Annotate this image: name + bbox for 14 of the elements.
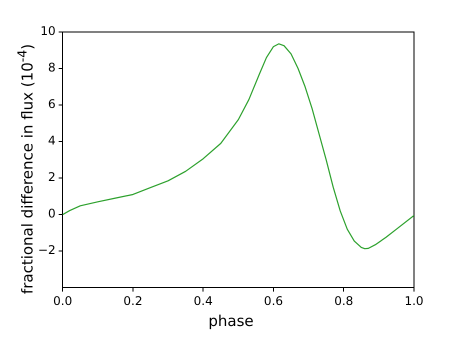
x-tick-label: 0.0 bbox=[53, 294, 72, 308]
x-tick-label: 0.4 bbox=[194, 294, 213, 308]
y-tick-label: 2 bbox=[48, 170, 56, 184]
y-tick-label: 8 bbox=[48, 60, 56, 75]
x-tick-label: 0.6 bbox=[264, 294, 284, 308]
x-tick-label: 1.0 bbox=[404, 294, 424, 308]
x-axis-title: phase bbox=[207, 312, 255, 330]
y-tick-label: −2 bbox=[38, 243, 56, 258]
y-tick-label: 10 bbox=[40, 24, 56, 38]
y-tick-label: 6 bbox=[48, 97, 56, 112]
x-tick-label: 0.2 bbox=[123, 294, 142, 308]
y-tick-label: 4 bbox=[48, 134, 56, 148]
x-tick-label: 0.8 bbox=[334, 294, 354, 308]
y-tick-label: 0 bbox=[48, 206, 56, 221]
